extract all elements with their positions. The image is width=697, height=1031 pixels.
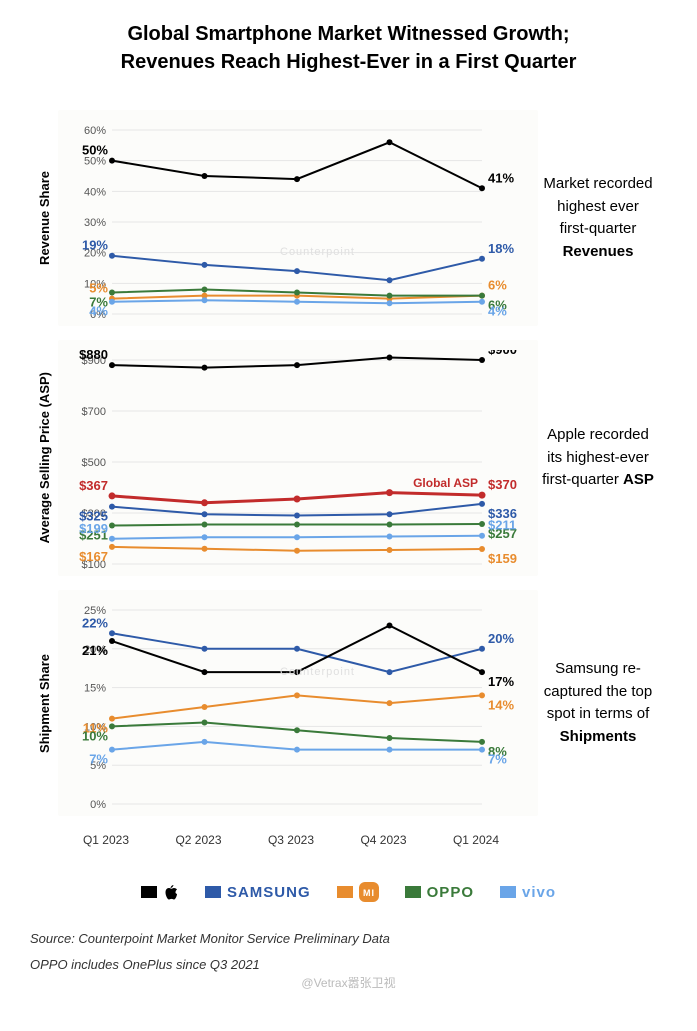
chart-row-shipment: Shipment Share 0%5%10%15%20%25%22%20%21%… — [30, 586, 667, 820]
footnote-source: Source: Counterpoint Market Monitor Serv… — [30, 926, 667, 952]
svg-text:41%: 41% — [488, 170, 514, 185]
svg-text:$159: $159 — [488, 551, 517, 566]
footnotes: Source: Counterpoint Market Monitor Serv… — [30, 926, 667, 978]
page: Global Smartphone Market Witnessed Growt… — [0, 0, 697, 1031]
page-title: Global Smartphone Market Witnessed Growt… — [30, 20, 667, 76]
swatch-samsung — [205, 886, 221, 898]
svg-text:$880: $880 — [79, 350, 108, 362]
legend-label-vivo: vivo — [522, 884, 556, 901]
legend-apple — [141, 882, 179, 902]
svg-text:MI: MI — [363, 888, 375, 898]
svg-text:0%: 0% — [90, 799, 106, 810]
svg-text:$211: $211 — [488, 518, 516, 533]
plot-shipment: 0%5%10%15%20%25%22%20%21%17%11%14%10%8%7… — [64, 600, 532, 810]
svg-text:6%: 6% — [488, 278, 507, 293]
legend-vivo: vivo — [500, 882, 556, 902]
legend-xiaomi: MI — [337, 882, 379, 902]
svg-text:30%: 30% — [84, 217, 106, 229]
svg-text:Q1 2023: Q1 2023 — [83, 833, 129, 847]
swatch-vivo — [500, 886, 516, 898]
ylabel-asp: Average Selling Price (ASP) — [30, 336, 58, 580]
svg-text:Q1 2024: Q1 2024 — [453, 833, 499, 847]
legend: SAMSUNG MI OPPO vivo — [30, 882, 667, 902]
note-revenue: Market recorded highest ever first-quart… — [538, 106, 658, 330]
title-line-1: Global Smartphone Market Witnessed Growt… — [127, 23, 569, 45]
svg-text:$500: $500 — [82, 457, 106, 469]
svg-text:$700: $700 — [82, 406, 106, 418]
note-asp: Apple recorded its highest-ever first-qu… — [538, 336, 658, 580]
ylabel-revenue: Revenue Share — [30, 106, 58, 330]
svg-text:$900: $900 — [488, 350, 517, 357]
chart-row-revenue: Revenue Share 0%10%20%30%40%50%60%50%41%… — [30, 106, 667, 330]
svg-text:40%: 40% — [84, 186, 106, 198]
xiaomi-icon: MI — [359, 882, 379, 902]
svg-text:21%: 21% — [82, 643, 108, 658]
swatch-oppo — [405, 886, 421, 898]
svg-text:$367: $367 — [79, 478, 108, 493]
charts-area: Revenue Share 0%10%20%30%40%50%60%50%41%… — [30, 106, 667, 858]
svg-text:4%: 4% — [488, 304, 507, 319]
svg-text:Q4 2023: Q4 2023 — [360, 833, 406, 847]
legend-samsung: SAMSUNG — [205, 882, 311, 902]
svg-text:14%: 14% — [488, 697, 514, 712]
apple-icon — [163, 883, 179, 901]
svg-text:$199: $199 — [79, 521, 108, 536]
swatch-xiaomi — [337, 886, 353, 898]
svg-text:10%: 10% — [82, 728, 108, 743]
svg-text:$167: $167 — [79, 549, 108, 564]
svg-text:7%: 7% — [488, 752, 507, 767]
svg-text:20%: 20% — [488, 631, 514, 646]
svg-text:50%: 50% — [82, 143, 108, 158]
svg-text:22%: 22% — [82, 615, 108, 630]
legend-label-samsung: SAMSUNG — [227, 884, 311, 901]
svg-text:5%: 5% — [89, 281, 108, 296]
svg-text:19%: 19% — [82, 238, 108, 253]
x-axis: Q1 2023 Q2 2023 Q3 2023 Q4 2023 Q1 2024 — [58, 828, 526, 854]
svg-text:18%: 18% — [488, 241, 514, 256]
svg-text:$370: $370 — [488, 477, 517, 492]
x-axis-row: Q1 2023 Q2 2023 Q3 2023 Q4 2023 Q1 2024 — [30, 824, 667, 858]
swatch-apple — [141, 886, 157, 898]
title-line-2: Revenues Reach Highest-Ever in a First Q… — [121, 51, 577, 73]
note-shipment: Samsung re-captured the top spot in term… — [538, 586, 658, 820]
plot-asp: $100$300$500$700$900$880$900$367$370Glob… — [64, 350, 532, 570]
svg-text:Global ASP: Global ASP — [413, 476, 478, 490]
svg-text:Q3 2023: Q3 2023 — [268, 833, 314, 847]
chart-row-asp: Average Selling Price (ASP) $100$300$500… — [30, 336, 667, 580]
svg-text:17%: 17% — [488, 674, 514, 689]
ylabel-shipment: Shipment Share — [30, 586, 58, 820]
svg-text:Q2 2023: Q2 2023 — [175, 833, 221, 847]
legend-label-oppo: OPPO — [427, 884, 474, 901]
svg-text:7%: 7% — [89, 752, 108, 767]
svg-text:60%: 60% — [84, 125, 106, 137]
svg-text:15%: 15% — [84, 683, 106, 695]
plot-revenue: 0%10%20%30%40%50%60%50%41%19%18%5%6%7%6%… — [64, 120, 532, 320]
legend-oppo: OPPO — [405, 882, 474, 902]
svg-text:4%: 4% — [89, 304, 108, 319]
